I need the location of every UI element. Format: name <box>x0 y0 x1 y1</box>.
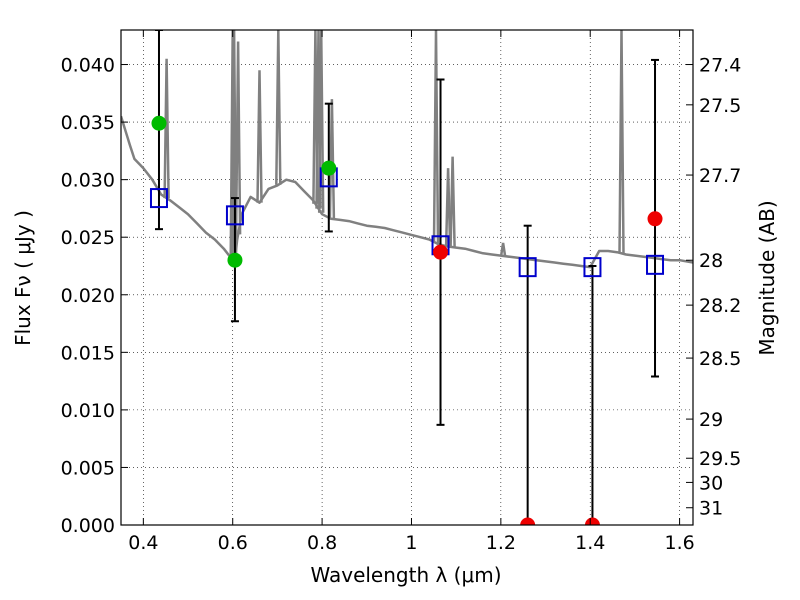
axes: 0.4 0.6 0.8 1 1.2 1.4 1.6 0.000 0.005 0.010 0.015 0… <box>61 30 741 554</box>
spectrum-emission-spike <box>449 156 456 248</box>
nondetected-flux-point <box>584 517 600 525</box>
y-tick-label: 0.025 <box>61 227 115 249</box>
y2-axis-label: Magnitude (AB) <box>755 200 779 355</box>
plot-frame <box>120 29 694 526</box>
y-tick-label: 0.035 <box>61 112 115 134</box>
y-tick-label: 0.005 <box>61 457 115 479</box>
model-photometry-square <box>646 254 665 275</box>
spectrum-emission-spike <box>432 30 440 244</box>
y2-tick-label: 28 <box>699 250 723 272</box>
y-tick-label: 0.030 <box>61 170 115 192</box>
x-tick-label: 0.6 <box>218 532 248 554</box>
detected-flux-point <box>227 252 243 268</box>
model-photometry-square <box>225 205 244 226</box>
spectrum-emission-spike <box>618 30 625 254</box>
x-axis-label: Wavelength λ (μm) <box>310 563 501 587</box>
y2-tick-label: 31 <box>699 498 723 520</box>
x-tick-label: 1.6 <box>664 532 694 554</box>
y-tick-label: 0.010 <box>61 400 115 422</box>
y2-tick-label: 29.5 <box>699 448 741 470</box>
spectrum-emission-spike <box>499 242 507 257</box>
model-spectrum-line <box>121 115 693 269</box>
grid-lines <box>121 30 693 526</box>
y2-tick-label: 29 <box>699 409 723 431</box>
nondetected-flux-point <box>433 244 449 260</box>
model-photometry-square <box>149 188 168 209</box>
y-axis-label: Flux Fν ( μJy ) <box>11 210 35 346</box>
x-tick-label: 1.2 <box>486 532 516 554</box>
spectrum-emission-spike <box>275 30 282 185</box>
y2-tick-label: 28.5 <box>699 348 741 370</box>
plot-area <box>121 30 693 525</box>
spectrum-emission-spike <box>328 99 336 219</box>
spectrum-emission-spike <box>234 41 242 235</box>
spectrum-emission-spike <box>163 58 170 199</box>
x-tick-label: 0.4 <box>128 532 158 554</box>
nondetected-flux-point <box>520 517 536 525</box>
detected-flux-point <box>151 115 167 131</box>
spectrum-emission-spike <box>229 30 236 261</box>
x-tick-label: 0.8 <box>307 532 337 554</box>
y-tick-label: 0.000 <box>61 515 115 537</box>
nondetected-flux-point <box>647 211 663 227</box>
y-tick-label: 0.020 <box>61 285 115 307</box>
model-photometry-square <box>518 257 537 278</box>
model-photometry-square <box>583 257 602 278</box>
x-tick-label: 1 <box>405 532 417 554</box>
y2-tick-label: 30 <box>699 472 723 494</box>
spectrum-emission-spike <box>317 30 325 213</box>
y2-tick-label: 27.4 <box>699 55 741 77</box>
y2-tick-label: 27.5 <box>699 95 741 117</box>
y2-tick-label: 28.2 <box>699 295 741 317</box>
y2-tick-label: 27.7 <box>699 165 741 187</box>
y-tick-label: 0.040 <box>61 55 115 77</box>
y-tick-label: 0.015 <box>61 342 115 364</box>
spectrum-emission-spike <box>256 70 263 203</box>
x-tick-label: 1.4 <box>575 532 605 554</box>
spectrum-emission-spike <box>444 168 452 247</box>
detected-flux-point <box>321 160 337 176</box>
